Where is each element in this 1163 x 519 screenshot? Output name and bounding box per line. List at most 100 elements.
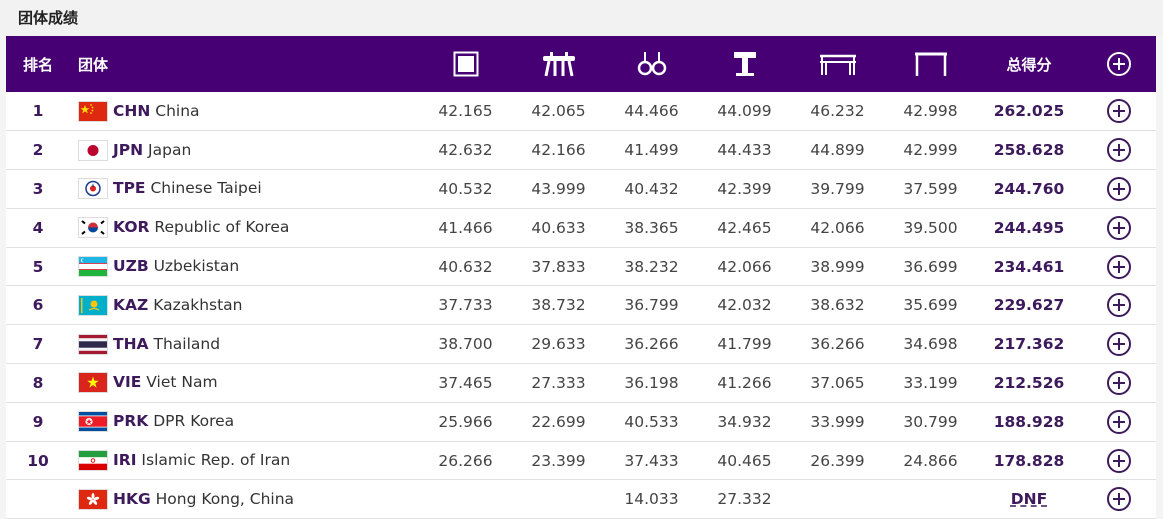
japan-flag-icon: [78, 139, 108, 161]
expand-cell[interactable]: [1081, 325, 1156, 364]
rings-score: 44.466: [624, 102, 679, 121]
expand-row-plus-icon[interactable]: [1106, 409, 1131, 434]
total-score: 178.828: [993, 451, 1065, 470]
section-title: 团体成绩: [0, 0, 1163, 36]
expand-row-plus-icon[interactable]: [1106, 487, 1131, 512]
expand-cell[interactable]: [1081, 247, 1156, 286]
expand-cell[interactable]: [1081, 208, 1156, 247]
dpr-korea-flag-icon: [78, 411, 108, 433]
pommel-horse-score: 42.065: [531, 102, 586, 121]
team-cell: PRK DPR Korea: [70, 402, 419, 441]
vault-score: 42.465: [717, 218, 772, 237]
pommel-horse-score: 43.999: [531, 179, 586, 198]
vault-icon: [732, 52, 758, 76]
expand-row-plus-icon[interactable]: [1106, 370, 1131, 395]
expand-row-plus-icon[interactable]: [1106, 332, 1131, 357]
parallel-bars-score: 38.999: [810, 257, 865, 276]
country-name: Japan: [148, 140, 192, 159]
expand-cell[interactable]: [1081, 286, 1156, 325]
team-cell: VIE Viet Nam: [70, 364, 419, 403]
parallel-bars-score: 44.899: [810, 141, 865, 160]
expand-cell[interactable]: [1081, 170, 1156, 209]
total-score: 217.362: [993, 335, 1065, 354]
iran-flag-icon: [78, 450, 108, 472]
table-row: 8 VIE Viet Nam 37.465 27.333 36.198 41.266 37.…: [6, 363, 1156, 403]
horizontal-bar-score: 39.500: [903, 218, 958, 237]
parallel-bars-score: 39.799: [810, 179, 865, 198]
country-name: DPR Korea: [153, 412, 235, 431]
rank-cell: 3: [32, 179, 44, 198]
total-score[interactable]: DNF: [1010, 490, 1048, 509]
horizontal-bar-score: 33.199: [903, 373, 958, 392]
country-code: VIE: [113, 373, 142, 392]
country-name: Islamic Rep. of Iran: [141, 451, 291, 470]
country-name: China: [155, 101, 200, 120]
parallel-bars-score: [791, 480, 884, 519]
expand-row-plus-icon[interactable]: [1106, 99, 1131, 124]
parallel-bars-score: 38.632: [810, 296, 865, 315]
expand-row-plus-icon[interactable]: [1106, 138, 1131, 163]
total-score: 229.627: [993, 296, 1065, 315]
horizontal-bar-score: 42.999: [903, 141, 958, 160]
expand-cell[interactable]: [1081, 364, 1156, 403]
table-row: 9 PRK DPR Korea 25.966 22.699 40.533 34.932 33…: [6, 402, 1156, 442]
country-code: THA: [113, 334, 149, 353]
parallel-bars-score: 26.399: [810, 451, 865, 470]
team-cell: KAZ Kazakhstan: [70, 286, 419, 325]
vault-score: 44.099: [717, 102, 772, 121]
country-name: Kazakhstan: [153, 295, 243, 314]
country-code: JPN: [113, 140, 144, 159]
parallel-bars-icon: [819, 54, 857, 75]
team-cell: JPN Japan: [70, 131, 419, 170]
pommel-horse-score: [512, 480, 605, 519]
rings-icon: [635, 52, 669, 76]
country-code: KAZ: [113, 295, 149, 314]
floor-score: 40.632: [438, 257, 493, 276]
thailand-flag-icon: [78, 333, 108, 355]
expand-cell[interactable]: [1081, 92, 1156, 131]
expand-row-plus-icon[interactable]: [1106, 293, 1131, 318]
floor-score: 37.733: [438, 296, 493, 315]
table-row: 4 KOR Republic of Korea 41.466 40.633 38.365…: [6, 208, 1156, 248]
expand-row-plus-icon[interactable]: [1106, 254, 1131, 279]
rings-score: 38.232: [624, 257, 679, 276]
expand-cell[interactable]: [1081, 402, 1156, 441]
chinese-taipei-flag-icon: [78, 178, 108, 200]
country-code: IRI: [113, 451, 137, 470]
rings-header: [605, 36, 698, 92]
floor-exercise-icon: [453, 51, 479, 77]
pommel-horse-score: 23.399: [531, 451, 586, 470]
expand-cell[interactable]: [1081, 131, 1156, 170]
country-name: Thailand: [153, 334, 221, 353]
horizontal-bar-score: 30.799: [903, 412, 958, 431]
vault-score: 41.799: [717, 335, 772, 354]
rings-score: 41.499: [624, 141, 679, 160]
pommel-horse-score: 40.633: [531, 218, 586, 237]
rings-score: 14.033: [624, 490, 679, 509]
expand-cell[interactable]: [1081, 441, 1156, 480]
pommel-horse-score: 37.833: [531, 257, 586, 276]
expand-all-header[interactable]: [1081, 36, 1156, 92]
rings-score: 40.533: [624, 412, 679, 431]
horizontal-bar-score: 37.599: [903, 179, 958, 198]
country-name: Republic of Korea: [154, 218, 290, 237]
table-row: 7 THA Thailand 38.700 29.633 36.266 41.799 36.…: [6, 324, 1156, 364]
rank-cell: 2: [32, 141, 44, 160]
floor-score: [419, 480, 512, 519]
floor-header: [419, 36, 512, 92]
expand-row-plus-icon[interactable]: [1106, 448, 1131, 473]
expand-all-plus-icon[interactable]: [1106, 52, 1131, 76]
total-score: 212.526: [993, 373, 1065, 392]
team-cell: TPE Chinese Taipei: [70, 170, 419, 209]
country-code: UZB: [113, 257, 149, 276]
rings-score: 37.433: [624, 451, 679, 470]
expand-cell[interactable]: [1081, 480, 1156, 519]
horizontal-bar-icon: [914, 52, 948, 76]
expand-row-plus-icon[interactable]: [1106, 215, 1131, 240]
pommel-horse-header: [512, 36, 605, 92]
rank-cell: 8: [32, 373, 44, 392]
horizontal-bar-score: [884, 480, 977, 519]
table-header-row: 排名 团体 总得分: [6, 36, 1156, 92]
expand-row-plus-icon[interactable]: [1106, 176, 1131, 201]
country-code: KOR: [113, 218, 150, 237]
